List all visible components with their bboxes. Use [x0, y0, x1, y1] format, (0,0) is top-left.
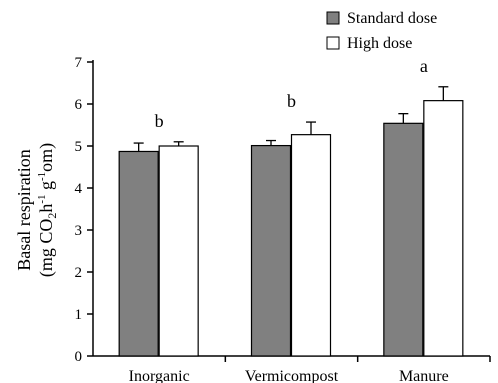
- y-tick-label: 6: [75, 97, 83, 113]
- legend-label-high-dose: High dose: [347, 35, 412, 52]
- category-label: Vermicompost: [245, 368, 339, 383]
- bar-standard-dose: [118, 150, 159, 357]
- bar-standard-dose: [383, 122, 424, 357]
- error-bars: [133, 86, 449, 152]
- category-labels: Inorganic Vermicompost Manure: [129, 368, 449, 383]
- legend-swatch-standard-dose: [326, 11, 340, 25]
- y-tick-label: 7: [75, 55, 83, 71]
- category-label: Manure: [399, 368, 449, 383]
- x-axis-ticks: [224, 356, 491, 362]
- bar-high-dose: [290, 134, 332, 357]
- bar-standard-dose: [250, 144, 292, 357]
- significance-letter: b: [155, 111, 164, 131]
- legend-label-standard-dose: Standard dose: [347, 10, 437, 27]
- y-tick-label: 2: [75, 265, 83, 281]
- y-tick-label: 0: [75, 349, 83, 365]
- significance-letter: b: [287, 91, 296, 111]
- significance-letter: a: [420, 56, 428, 76]
- legend-swatch-high-dose: [326, 36, 340, 50]
- bar-high-dose: [158, 145, 199, 357]
- bar-high-dose: [423, 100, 464, 357]
- y-tick-label: 1: [75, 307, 83, 323]
- y-axis-title-line2: (mg CO2h-1 g-1om): [36, 143, 59, 277]
- legend: Standard dose High dose: [326, 10, 437, 52]
- y-tick-label: 4: [75, 181, 83, 197]
- y-axis-title: Basal respiration (mg CO2h-1 g-1om): [14, 143, 59, 277]
- y-axis-ticks: 0 1 2 3 4 5 6 7: [75, 55, 93, 365]
- significance-letters: b b a: [155, 56, 428, 131]
- y-axis-title-line1: Basal respiration: [14, 149, 34, 270]
- y-tick-label: 5: [75, 139, 83, 155]
- category-label: Inorganic: [129, 368, 190, 383]
- bars: [118, 100, 464, 357]
- y-tick-label: 3: [75, 223, 83, 239]
